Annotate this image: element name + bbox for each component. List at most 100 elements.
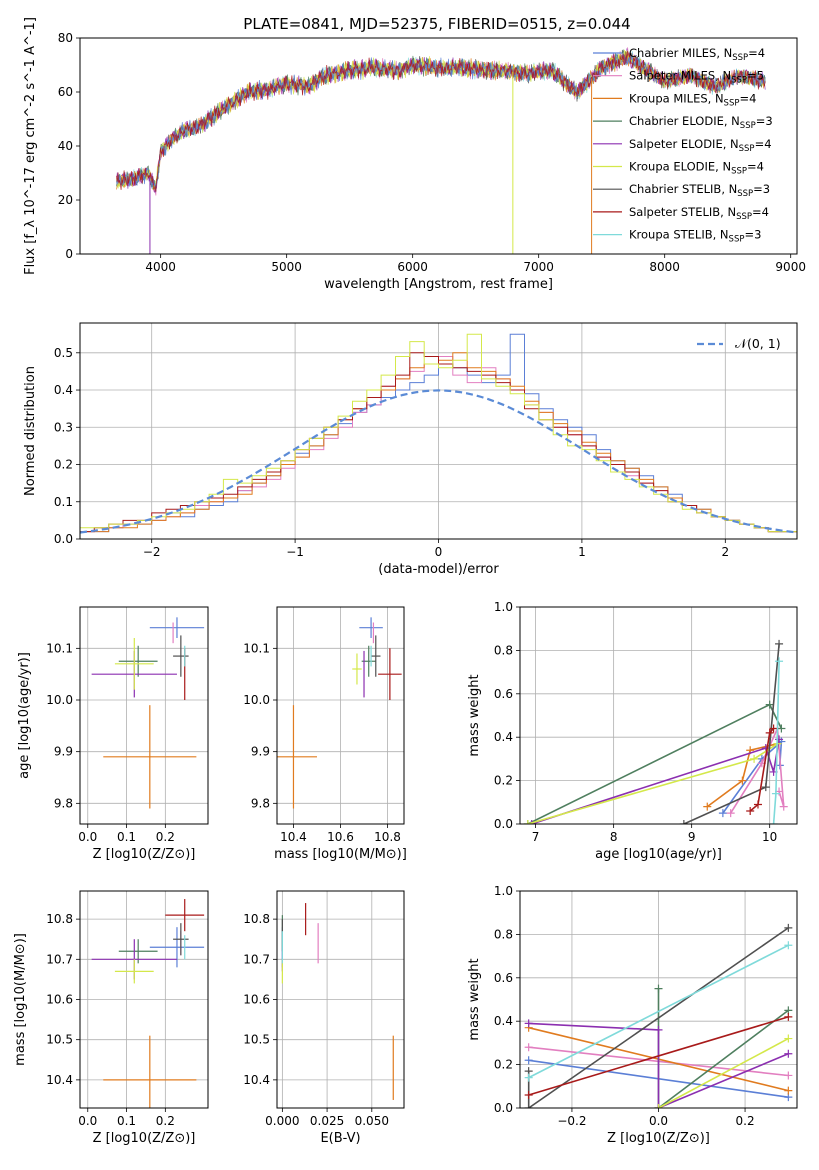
plot-area	[116, 47, 766, 254]
axes-frame	[79, 606, 209, 825]
errorbar-point-chabrier-stelib	[371, 635, 381, 677]
x-axis-label: (data-model)/error	[378, 562, 499, 577]
residual-histogram-panel: −2 −1 0 1 2 0.0 0.1 0.2 0.3 0.4 0.5 (data-model)/er…	[23, 322, 798, 577]
spectrum-line-chabrier-miles	[116, 52, 766, 191]
x-tick-label: 9000	[775, 260, 806, 274]
x-tick-label: 1	[578, 545, 586, 559]
y-tick-label: 10.7	[46, 952, 73, 966]
weight-marker	[746, 806, 755, 815]
legend-subscript: SSP	[724, 98, 740, 108]
legend-label-chabrier-stelib: Chabrier STELIB, NSSP=3	[629, 182, 770, 199]
weight-marker	[523, 820, 532, 824]
x-tick-label: 9	[688, 830, 696, 844]
weight-marker	[779, 802, 788, 811]
weight-marker	[703, 802, 712, 811]
legend-label-chabrier-elodie: Chabrier ELODIE, NSSP=3	[629, 114, 773, 131]
plot-area	[91, 899, 205, 1108]
weight-marker	[524, 1056, 533, 1065]
errorbar-point-kroupa-elodie	[114, 638, 154, 690]
plot-area	[277, 617, 402, 809]
errorbar-point-chabrier-miles	[149, 617, 205, 638]
legend-label-salpeter-miles: Salpeter MILES, NSSP=5	[629, 69, 764, 86]
weight-marker	[654, 1025, 663, 1034]
x-tick-label: 10.8	[374, 830, 401, 844]
y-tick-label: 80	[58, 31, 73, 45]
x-tick-label: −1	[286, 545, 304, 559]
weight-marker	[718, 809, 727, 818]
legend-label-kroupa-miles: Kroupa MILES, NSSP=4	[629, 91, 756, 108]
axes-frame	[79, 890, 209, 1109]
plot-area	[281, 903, 394, 1100]
y-tick-label: 0.6	[494, 971, 513, 985]
legend-count: =4	[748, 46, 765, 60]
histogram-kroupa-elodie	[80, 333, 797, 539]
legend-label-salpeter-elodie: Salpeter ELODIE, NSSP=4	[629, 137, 772, 154]
x-axis-label: Z [log10(Z/Z⊙)]	[607, 1131, 710, 1146]
weight-marker	[524, 1043, 533, 1052]
weight-marker	[784, 941, 793, 950]
errorbar-point-kroupa-miles	[103, 1035, 197, 1108]
legend-subscript: SSP	[732, 53, 748, 63]
errorbar-point-chabrier-stelib	[173, 923, 189, 956]
legend-label-chabrier-miles: Chabrier MILES, NSSP=4	[629, 46, 765, 63]
weight-marker	[679, 820, 688, 824]
x-tick-label: 0.000	[265, 1114, 299, 1128]
spectrum-line-salpeter-stelib	[116, 50, 766, 192]
x-axis-label: Z [log10(Z/Z⊙)]	[93, 1131, 196, 1146]
weight-marker	[765, 728, 774, 737]
y-axis-label: mass [log10(M/M⊙)]	[13, 933, 28, 1066]
weight-marker	[784, 1049, 793, 1058]
legend-count: =4	[755, 137, 772, 151]
x-tick-label: −0.2	[557, 1114, 586, 1128]
errorbar-point-chabrier-elodie	[118, 645, 158, 677]
x-axis-label: age [log10(age/yr)]	[595, 847, 722, 862]
plot-area	[91, 617, 205, 809]
y-tick-label: 10.8	[46, 912, 73, 926]
legend-count: =4	[747, 160, 764, 174]
legend-count: =4	[752, 205, 769, 219]
normal-reference-curve	[80, 389, 797, 534]
y-tick-label: 40	[58, 139, 73, 153]
y-tick-label: 10.6	[243, 993, 270, 1007]
weight-marker	[654, 1104, 663, 1108]
weight-series-salpeter-stelib	[524, 1012, 793, 1099]
weight-line	[683, 643, 780, 824]
weight-line	[528, 944, 789, 1079]
weight-marker	[775, 735, 784, 744]
y-tick-label: 10.5	[46, 1033, 73, 1047]
x-axis-label: Z [log10(Z/Z⊙)]	[93, 847, 196, 862]
mass-weight-vs-age-panel: 7 8 9 10 0.0 0.2 0.4 0.6 0.8 1.0 age [log10(age/yr…	[467, 600, 798, 862]
weight-marker	[527, 820, 536, 824]
errorbar-point-salpeter-stelib	[378, 648, 402, 700]
y-tick-label: 0.2	[54, 458, 73, 472]
y-tick-label: 0	[65, 247, 73, 261]
errorbar-point-kroupa-miles	[103, 705, 197, 809]
axes-frame	[79, 37, 798, 255]
x-tick-label: 0.1	[117, 1114, 136, 1128]
y-axis-label: Flux [f_λ 10^-17 erg cm^-2 s^-1 A^-1]	[23, 17, 38, 275]
weight-marker	[524, 1090, 533, 1099]
x-tick-label: 8000	[649, 260, 680, 274]
x-tick-label: 6000	[397, 260, 428, 274]
y-tick-label: 10.5	[243, 1033, 270, 1047]
weight-series-kroupa-stelib	[769, 657, 784, 824]
weight-line	[706, 742, 778, 808]
axes-frame	[519, 890, 798, 1109]
errorbar-point-salpeter-stelib	[165, 899, 205, 932]
y-tick-label: 1.0	[494, 600, 513, 614]
legend-subscript: SSP	[731, 167, 747, 177]
axes-frame	[519, 606, 798, 825]
legend-count: =4	[739, 91, 756, 105]
y-tick-label: 9.8	[54, 796, 73, 810]
y-tick-label: 10.1	[243, 641, 270, 655]
y-tick-label: 0.0	[54, 532, 73, 546]
weight-marker	[726, 809, 735, 818]
y-tick-label: 0.8	[494, 643, 513, 657]
x-tick-label: 7	[532, 830, 540, 844]
weight-marker	[524, 1073, 533, 1082]
age-vs-metallicity-panel: 0.0 0.1 0.2 9.8 9.9 10.0 10.1 Z [log10(Z/Z⊙)] ag…	[17, 606, 209, 862]
weight-marker	[777, 724, 786, 733]
weight-marker	[524, 1019, 533, 1028]
errorbar-point-chabrier-stelib	[173, 635, 189, 677]
x-tick-label: 0.025	[310, 1114, 344, 1128]
